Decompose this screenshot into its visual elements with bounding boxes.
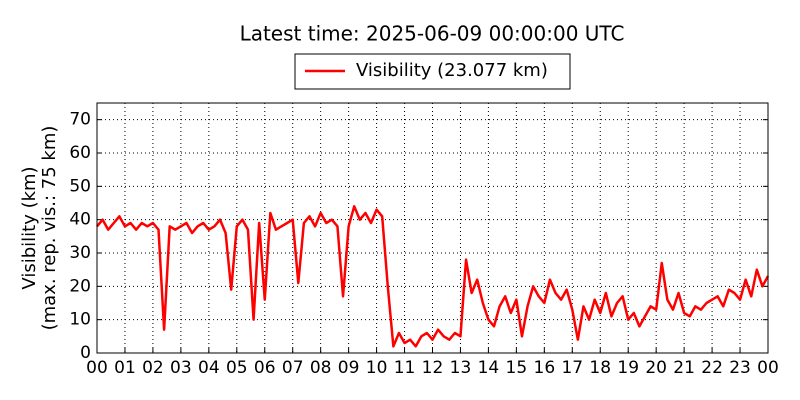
x-tick-label: 12	[422, 358, 444, 378]
x-tick-label: 01	[114, 358, 136, 378]
data-line	[96, 205, 770, 348]
x-tick-label: 04	[198, 358, 220, 378]
legend-label: Visibility (23.077 km)	[356, 60, 548, 81]
x-tick-label: 20	[645, 358, 667, 378]
y-tick-label: 70	[69, 110, 91, 130]
x-tick-label: 23	[729, 358, 751, 378]
x-tick-label: 13	[450, 358, 472, 378]
y-tick-label: 60	[69, 143, 91, 163]
x-tick-label: 09	[338, 358, 360, 378]
x-tick-label: 14	[478, 358, 500, 378]
y-axis-label: (max. rep. vis.: 75 km)	[39, 126, 60, 331]
chart-title: Latest time: 2025-06-09 00:00:00 UTC	[240, 22, 625, 46]
x-tick-label: 07	[282, 358, 304, 378]
x-tick-label: 00	[757, 358, 779, 378]
x-tick-label: 10	[366, 358, 388, 378]
y-axis-label: Visibility (km)	[19, 166, 40, 289]
x-tick-label: 15	[506, 358, 528, 378]
x-tick-label: 16	[534, 358, 556, 378]
x-tick-label: 05	[226, 358, 248, 378]
y-tick-label: 50	[69, 176, 91, 196]
y-tick-label: 20	[69, 276, 91, 296]
plot-frame	[96, 102, 769, 354]
x-tick-label: 19	[617, 358, 639, 378]
y-tick-label: 40	[69, 210, 91, 230]
x-tick-label: 18	[589, 358, 611, 378]
x-tick-label: 00	[86, 358, 108, 378]
x-tick-label: 02	[142, 358, 164, 378]
y-tick-label: 30	[69, 243, 91, 263]
x-tick-label: 03	[170, 358, 192, 378]
x-tick-label: 21	[673, 358, 695, 378]
x-tick-label: 11	[394, 358, 416, 378]
x-tick-label: 06	[254, 358, 276, 378]
y-tick-label: 10	[69, 310, 91, 330]
x-tick-label: 08	[310, 358, 332, 378]
x-tick-label: 22	[701, 358, 723, 378]
y-tick-label: 0	[80, 343, 91, 363]
x-tick-label: 17	[561, 358, 583, 378]
